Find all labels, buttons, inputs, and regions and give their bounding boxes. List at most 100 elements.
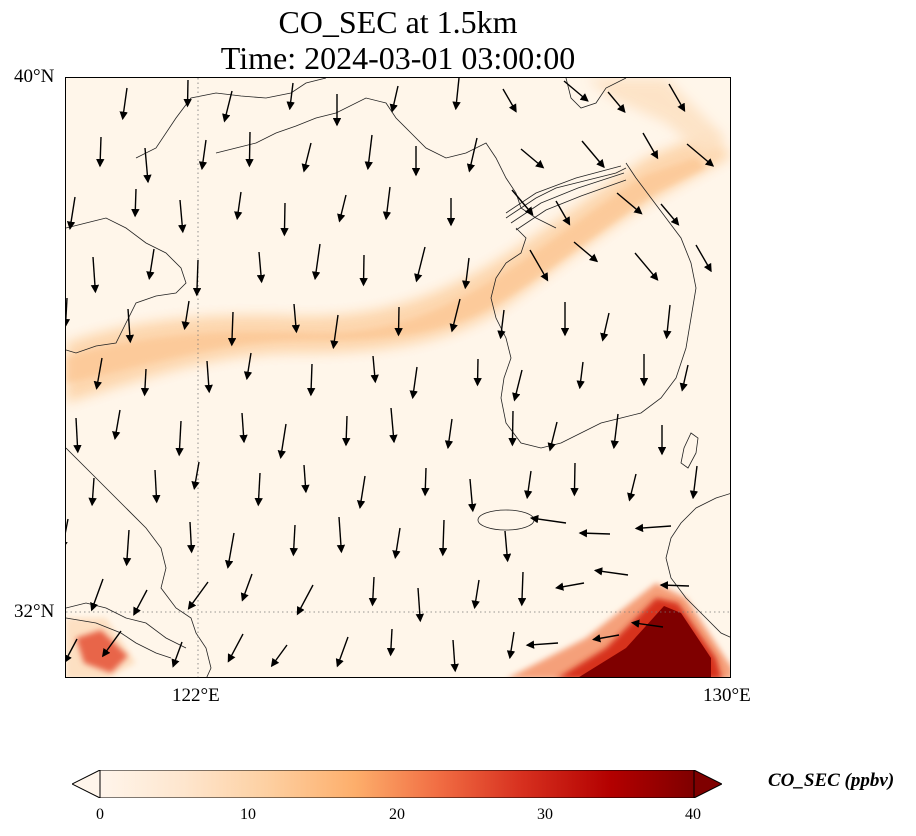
wind-arrow: [289, 524, 298, 557]
wind-arrow: [88, 477, 97, 507]
colorbar-gradient: [99, 770, 695, 798]
coastline-yangtze: [66, 602, 187, 659]
map-canvas: [66, 78, 730, 677]
wind-arrow: [96, 136, 105, 168]
wind-arrow: [112, 409, 121, 440]
wind-arrow: [473, 358, 482, 387]
wind-arrow: [181, 300, 190, 331]
wind-arrow: [356, 475, 366, 509]
wind-arrow: [119, 87, 128, 121]
wind-arrow: [389, 407, 398, 444]
wind-arrow: [593, 567, 629, 576]
lat-label-32n: 32°N: [14, 601, 55, 622]
map-title-line2: Time: 2024-03-01 03:00:00: [220, 40, 576, 76]
coastline-kyushu: [665, 493, 730, 638]
wind-arrow: [529, 514, 567, 524]
wind-arrow: [642, 132, 659, 160]
wind-arrow: [240, 573, 253, 602]
wind-arrow: [280, 202, 289, 237]
wind-arrow: [502, 88, 517, 113]
wind-arrow: [239, 412, 248, 444]
wind-arrow: [73, 417, 82, 454]
wind-arrow: [660, 203, 680, 226]
wind-arrow: [198, 139, 208, 171]
wind-arrow: [224, 532, 235, 569]
lat-label-40n: 40°N: [14, 66, 55, 87]
wind-arrow: [192, 259, 202, 297]
wind-arrow: [337, 194, 347, 223]
wind-arrow: [306, 363, 316, 397]
wind-arrow: [508, 410, 517, 447]
coastline-jeju: [477, 509, 535, 531]
wind-arrow: [191, 461, 200, 490]
wind-arrow: [66, 297, 71, 328]
wind-arrow: [143, 147, 152, 184]
colorbar-extend-min: [72, 770, 101, 798]
wind-arrow: [607, 91, 626, 113]
wind-arrow: [392, 527, 401, 559]
wind-arrow: [152, 469, 161, 504]
colorbar-tick-40: 40: [685, 806, 701, 823]
coastline-china-north: [66, 217, 187, 354]
wind-arrow: [563, 80, 589, 102]
wind-arrow: [187, 581, 209, 610]
coastline-china-east: [66, 447, 212, 677]
wind-arrow: [659, 581, 690, 590]
wind-arrow: [497, 309, 506, 340]
wind-arrow: [93, 357, 103, 390]
wind-arrow: [245, 131, 254, 168]
wind-arrow: [555, 582, 585, 591]
wind-arrow: [234, 191, 243, 221]
map-title-line1: CO_SEC at 1.5km: [278, 4, 518, 40]
wind-arrow: [204, 360, 213, 394]
wind-arrow: [449, 298, 461, 333]
wind-arrow: [506, 631, 516, 660]
coastline-tsushima: [680, 432, 699, 469]
wind-arrow: [66, 638, 78, 664]
colorbar: [72, 770, 722, 798]
wind-arrow: [444, 418, 454, 450]
wind-arrow: [592, 634, 620, 643]
colorbar-tick-30: 30: [537, 806, 553, 823]
wind-arrow: [270, 644, 288, 668]
wind-arrow: [452, 78, 461, 111]
wind-arrow: [468, 478, 477, 513]
wind-arrow: [409, 366, 418, 400]
wind-arrow: [634, 252, 659, 281]
wind-arrow: [686, 143, 715, 167]
wind-arrow: [663, 304, 672, 340]
wind-arrow: [175, 420, 184, 457]
wind-arrow: [125, 308, 135, 344]
colorbar-tick-20: 20: [389, 806, 405, 823]
wind-arrow: [502, 530, 512, 563]
coastlines: [66, 78, 730, 677]
wind-arrow: [66, 196, 76, 230]
wind-arrow: [286, 82, 295, 111]
wind-arrow: [634, 523, 672, 533]
wind-arrow: [578, 529, 611, 538]
wind-arrow: [140, 368, 150, 397]
wind-arrow: [133, 589, 148, 616]
wind-arrow: [131, 188, 140, 218]
wind-arrow: [555, 200, 571, 226]
co-plume-upper: [586, 78, 726, 158]
wind-arrow: [291, 303, 300, 334]
colorbar-tick-0: 0: [96, 806, 104, 823]
wind-arrow: [183, 79, 192, 108]
wind-arrow: [461, 257, 471, 290]
wind-arrow: [414, 246, 426, 283]
wind-arrow: [222, 90, 233, 123]
wind-arrow: [90, 256, 100, 294]
wind-arrow: [689, 465, 699, 500]
wind-arrow: [301, 142, 312, 173]
co-hotspot-se-core: [579, 606, 711, 677]
wind-arrow: [421, 467, 430, 497]
wind-arrow: [438, 519, 448, 557]
co-plume-band: [66, 133, 730, 403]
wind-arrow: [171, 641, 183, 668]
wind-arrow: [450, 639, 459, 673]
wind-arrow: [512, 369, 523, 402]
wind-arrow: [66, 518, 69, 550]
wind-arrow: [382, 186, 392, 221]
colorbar-tick-10: 10: [240, 806, 256, 823]
